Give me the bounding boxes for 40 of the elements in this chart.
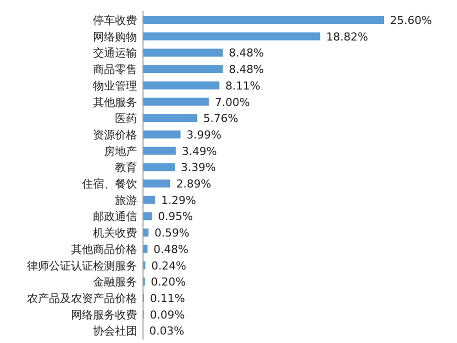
y-tick-label: 协会社团 bbox=[93, 324, 137, 338]
data-label: 0.20% bbox=[150, 276, 186, 289]
data-label: 3.39% bbox=[180, 161, 216, 174]
y-tick-label: 物业管理 bbox=[93, 79, 137, 92]
data-label: 0.59% bbox=[154, 226, 190, 240]
y-tick-label: 网络服务收费 bbox=[71, 308, 137, 322]
data-label: 3.99% bbox=[186, 128, 222, 142]
data-label: 25.60% bbox=[390, 14, 432, 27]
data-label: 0.48% bbox=[154, 242, 188, 256]
data-label: 2.89% bbox=[176, 178, 212, 190]
y-tick-label: 旅游 bbox=[115, 194, 137, 207]
data-label: 0.24% bbox=[151, 259, 186, 272]
data-label: 3.49% bbox=[182, 144, 217, 158]
data-label: 0.09% bbox=[150, 308, 185, 322]
y-tick-label: 房地产 bbox=[104, 144, 137, 158]
data-label: 1.29% bbox=[161, 194, 196, 207]
y-tick-label: 律师公证认证检测服务 bbox=[27, 259, 137, 272]
y-tick-label: 其他服务 bbox=[93, 96, 137, 109]
y-tick-label: 邮政通信 bbox=[93, 210, 137, 224]
data-label: 7.00% bbox=[214, 96, 250, 109]
data-label: 18.82% bbox=[326, 30, 368, 44]
y-tick-label: 医药 bbox=[115, 112, 137, 126]
data-label: 0.95% bbox=[158, 210, 193, 224]
y-tick-label: 资源价格 bbox=[93, 128, 137, 142]
y-tick-label: 金融服务 bbox=[93, 276, 137, 289]
data-label: 0.11% bbox=[150, 292, 185, 305]
y-tick-label: 网络购物 bbox=[93, 30, 137, 44]
y-tick-label: 住宿、餐饮 bbox=[82, 178, 137, 190]
y-tick-label: 交通运输 bbox=[93, 46, 137, 60]
data-label: 8.48% bbox=[228, 46, 264, 60]
data-label: 8.48% bbox=[228, 63, 264, 76]
data-label: 0.03% bbox=[149, 324, 184, 338]
y-tick-label: 停车收费 bbox=[93, 14, 137, 27]
data-label: 5.76% bbox=[203, 112, 238, 126]
y-tick-label: 机关收费 bbox=[93, 226, 137, 240]
data-label: 8.11% bbox=[225, 79, 260, 92]
y-tick-label: 其他商品价格 bbox=[71, 242, 137, 256]
y-tick-label: 商品零售 bbox=[93, 63, 137, 76]
y-tick-label: 教育 bbox=[115, 161, 137, 174]
y-tick-label: 农产品及农资产品价格 bbox=[27, 292, 137, 305]
